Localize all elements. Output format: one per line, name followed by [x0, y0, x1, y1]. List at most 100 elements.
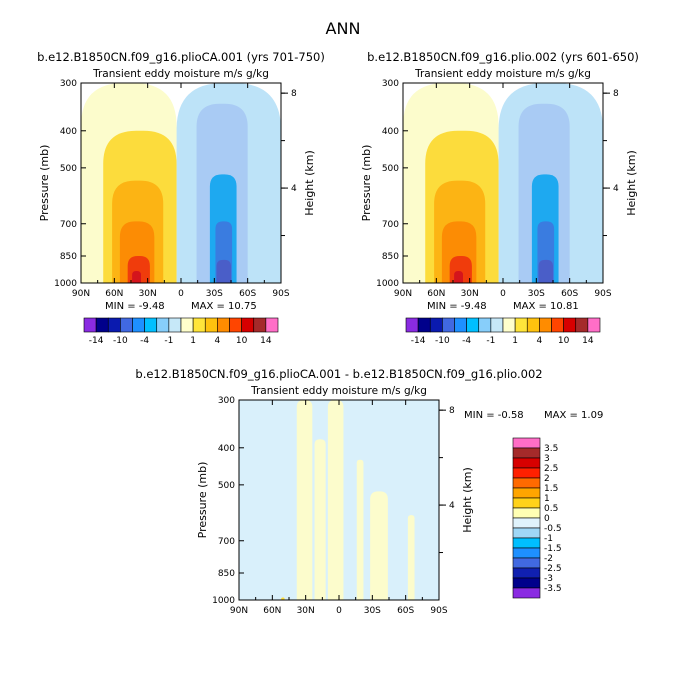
colorbar-a-swatch [180, 317, 194, 333]
colorbar-b-swatch [478, 317, 492, 333]
panel-diff-xtick-label: 90S [430, 606, 447, 616]
colorbar-diff-swatch [512, 557, 541, 569]
panel-diff-xtick-label: 30S [364, 606, 381, 616]
panel-top-left: b.e12.B1850CN.f09_g16.plioCA.001 (yrs 70… [37, 50, 325, 312]
panel-b-xtick-label: 30S [528, 289, 545, 299]
colorbar-diff-swatch [512, 567, 541, 579]
panel-diff-ytick-label: 850 [218, 569, 235, 579]
colorbar-a-label: 10 [236, 336, 248, 346]
panel-a-xtick-label: 60N [105, 289, 123, 299]
figure-title: ANN [326, 19, 361, 38]
colorbar-b-swatch [454, 317, 467, 333]
colorbar-a-swatch [204, 317, 218, 333]
colorbar-diff-swatch [512, 467, 541, 479]
panel-diff-contour-band-1 [314, 439, 326, 600]
colorbar-diff-swatch [512, 587, 541, 599]
colorbar-diff-label: -1.5 [544, 544, 562, 554]
panel-a-xtick-label: 30S [206, 289, 223, 299]
colorbar-a-swatch [144, 317, 158, 333]
colorbar-a-swatch [253, 317, 267, 333]
panel-a-ytick-label: 300 [60, 79, 77, 89]
colorbar-b-label: 14 [582, 336, 594, 346]
colorbar-diff-label: 3 [544, 454, 550, 464]
panel-b-xtick-label: 90S [594, 289, 611, 299]
panel-b-xtick-label: 60N [427, 289, 445, 299]
panel-diff-ytick-label: 400 [218, 444, 235, 454]
colorbar-b-label: 10 [558, 336, 570, 346]
panel-b-subtitle: Transient eddy moisture m/s g/kg [414, 68, 591, 80]
panel-b-contour-band-10 [454, 270, 463, 283]
panel-diff-xtick-label: 30N [297, 606, 315, 616]
colorbar-diff-label: -1 [544, 534, 553, 544]
panel-diff-ylabel: Pressure (mb) [196, 462, 209, 539]
colorbar-diff-label: 3.5 [544, 444, 558, 454]
panel-a-ytick-label: 400 [60, 127, 77, 137]
colorbar-diff-label: -2.5 [544, 564, 562, 574]
panel-b-ytick-label: 500 [382, 164, 399, 174]
panel-diff-contour-band-0 [296, 400, 313, 600]
colorbar-b-label: -14 [411, 336, 426, 346]
colorbar-a-swatch [156, 317, 170, 333]
colorbar-diff-label: 2 [544, 474, 550, 484]
panel-b-max: MAX = 10.81 [513, 301, 579, 312]
colorbar-a-swatch [265, 317, 279, 333]
colorbar-b-swatch [526, 317, 540, 333]
colorbar-b-swatch [587, 317, 601, 333]
colorbar-diff-swatch [512, 527, 541, 539]
colorbar-difference: 3.532.521.510.50-0.5-1-1.5-2-2.5-3-3.5 [512, 437, 562, 599]
colorbar-a-swatch [192, 317, 206, 333]
colorbar-diff-swatch [512, 577, 541, 589]
colorbar-a-swatch [95, 317, 109, 333]
panel-b-y2tick-label: 8 [613, 89, 619, 99]
panel-a-max: MAX = 10.75 [191, 301, 257, 312]
panel-diff-xtick-label: 60S [397, 606, 414, 616]
colorbar-b-label: 1 [512, 336, 518, 346]
colorbar-a-label: -10 [113, 336, 128, 346]
panel-b-xtick-label: 60S [561, 289, 578, 299]
panel-b-contour-band-4 [538, 259, 553, 283]
panel-b-ytick-label: 300 [382, 79, 399, 89]
panel-a-y2tick-label: 4 [291, 184, 297, 194]
colorbar-b-label: -4 [462, 336, 471, 346]
colorbar-diff-label: 0 [544, 514, 550, 524]
colorbar-diff-swatch [512, 477, 541, 489]
panel-diff-min: MIN = -0.58 [464, 410, 524, 421]
colorbar-b-label: -10 [435, 336, 450, 346]
colorbar-a-label: 14 [260, 336, 272, 346]
colorbar-b-swatch [466, 317, 480, 333]
panel-a-xtick-label: 60S [239, 289, 256, 299]
panel-a-ytick-label: 700 [60, 220, 77, 230]
panel-diff-y2tick-label: 4 [449, 501, 455, 511]
panel-top-right: b.e12.B1850CN.f09_g16.plio.002 (yrs 601-… [360, 50, 639, 312]
panel-a-y2label: Height (km) [303, 150, 316, 216]
panel-a-xtick-label: 0 [178, 289, 184, 299]
panel-a-subtitle: Transient eddy moisture m/s g/kg [92, 68, 269, 80]
colorbar-b-swatch [551, 317, 564, 333]
panel-difference: b.e12.B1850CN.f09_g16.plioCA.001 - b.e12… [135, 367, 603, 616]
panel-b-xtick-label: 0 [500, 289, 506, 299]
panel-b-ytick-label: 1000 [376, 279, 399, 289]
colorbar-diff-swatch [512, 517, 541, 529]
colorbar-a-label: 4 [215, 336, 221, 346]
colorbar-b-swatch [417, 317, 431, 333]
colorbar-b-swatch [405, 317, 419, 333]
panel-diff-xtick-label: 90N [230, 606, 248, 616]
panel-a-min: MIN = -9.48 [105, 301, 165, 312]
colorbar-b-swatch [514, 317, 528, 333]
colorbar-b-label: -1 [486, 336, 495, 346]
colorbar-b-swatch [563, 317, 577, 333]
colorbar-b-swatch [490, 317, 504, 333]
colorbar-a-swatch [168, 317, 182, 333]
colorbar-a-swatch [107, 317, 121, 333]
colorbar-a-swatch [132, 317, 145, 333]
panel-b-ytick-label: 700 [382, 220, 399, 230]
panel-b-min: MIN = -9.48 [427, 301, 487, 312]
colorbar-top-left: -14 -10 -4 -1 1 4 10 14 [83, 317, 279, 346]
colorbar-diff-label: -2 [544, 554, 553, 564]
colorbar-a-label: -14 [89, 336, 104, 346]
panel-b-ytick-label: 850 [382, 252, 399, 262]
colorbar-diff-swatch [512, 547, 541, 559]
colorbar-a-swatch [83, 317, 97, 333]
panel-diff-ytick-label: 300 [218, 396, 235, 406]
